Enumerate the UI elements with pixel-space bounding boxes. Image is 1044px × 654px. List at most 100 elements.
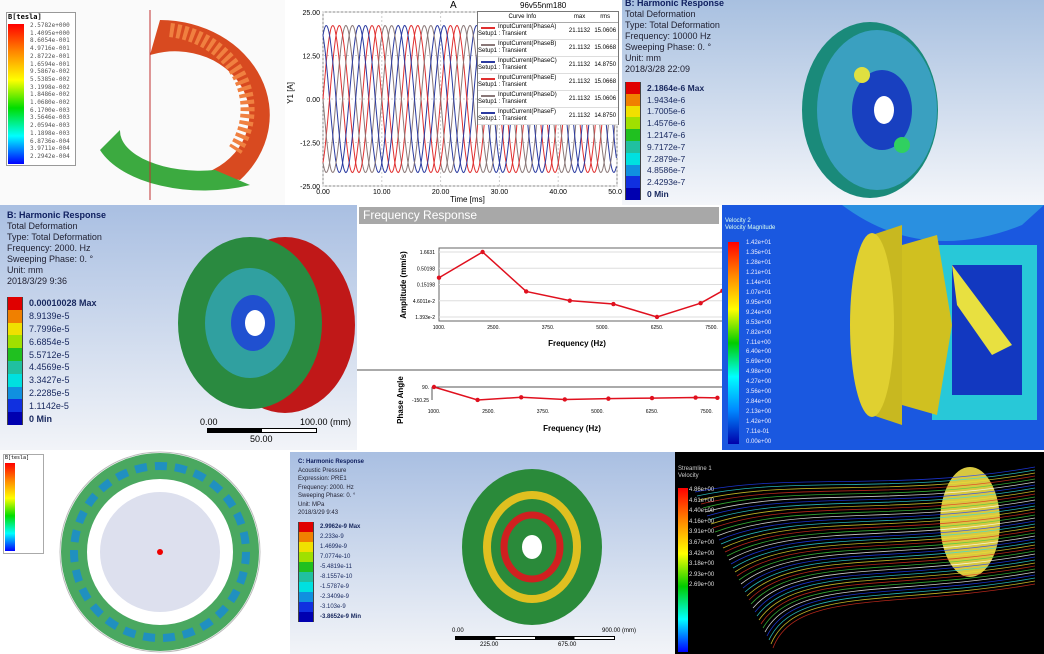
x-tick-label: 3750. [542, 325, 555, 331]
legend-title: B[tesla] [5, 455, 30, 461]
current-chart-panel: A 96v55nm180 Y1 [A] Time [ms] 25.00 12.50… [285, 0, 622, 205]
legend-value: 1.8486e-002 [30, 91, 70, 99]
legend-header-max: max [573, 14, 586, 20]
legend-swatch [298, 602, 314, 612]
x-axis-label: Time [ms] [450, 195, 485, 204]
legend-value: -3.8652e-9 Min [320, 614, 362, 620]
streamline [704, 481, 1036, 513]
x-tick-label: 50.00 [608, 189, 622, 196]
legend-line-swatch [481, 77, 495, 80]
legend-line-swatch [481, 111, 495, 114]
legend-name-cell: InputCurrent(PhaseB) Setup1 : Transient [478, 41, 567, 55]
legend-row: -8.1557e-10 [298, 572, 361, 582]
legend-value: 2.4293e-7 [647, 177, 686, 188]
x-tick-label: 3750. [537, 409, 550, 415]
legend-value: 1.07e+01 [746, 289, 772, 296]
curve-max: 21.1132 [568, 62, 591, 68]
frequency-response-plots: 1.6631 0.50198 0.15198 4.6011e-2 1.393e-2 100… [357, 247, 722, 433]
legend-value: 2.8722e-001 [30, 52, 70, 60]
scale-label-b: 675.00 [558, 642, 577, 648]
x-tick-label: 1000. [433, 325, 446, 331]
legend-swatch [298, 592, 314, 602]
analysis-info-line: Total Deformation [625, 9, 696, 19]
analysis-info-line: Unit: mm [625, 53, 661, 63]
legend-value: 2.93e+00 [689, 571, 715, 578]
amplitude-point [654, 314, 660, 320]
legend-value: 1.35e+01 [746, 249, 772, 256]
legend-entry: InputCurrent(PhaseE) Setup1 : Transient 21… [478, 74, 618, 91]
x-tick-label: 5000. [596, 325, 609, 331]
legend-value: 2.13e+00 [746, 409, 772, 416]
scale-right-label: 900.00 (mm) [602, 628, 637, 634]
streamline [748, 547, 1036, 601]
y-tick-label: 4.6011e-2 [413, 299, 435, 305]
legend-swatch [625, 188, 641, 200]
legend-value: 2.233e-9 [320, 534, 344, 540]
x-tick-label: 7500. [705, 325, 718, 331]
phase-point [431, 384, 437, 390]
legend-row: 0 Min [625, 188, 704, 200]
phase-point [715, 395, 720, 401]
analysis-info-line: Unit: mm [7, 265, 43, 275]
analysis-info-line: Acoustic Pressure [298, 467, 347, 474]
legend-row: 7.2879e-7 [625, 152, 704, 165]
legend-title: B[tesla] [8, 13, 42, 21]
legend-row: -5.4819e-11 [298, 562, 361, 572]
fan-model-render [842, 205, 1044, 425]
legend-line-swatch [481, 94, 495, 97]
legend-value: 2.2285e-5 [29, 387, 70, 398]
curve-max: 21.1132 [568, 45, 591, 51]
curve-name: InputCurrent(PhaseC) [498, 58, 557, 64]
y-tick-label: -150.25 [412, 398, 429, 404]
legend-swatch [7, 309, 23, 323]
streamline [736, 529, 1036, 577]
legend-swatch [298, 582, 314, 592]
legend-swatch [7, 399, 23, 413]
disc-model-render [462, 469, 602, 625]
legend-value: 3.1998e-002 [30, 83, 70, 91]
analysis-info-line: Frequency: 10000 Hz [625, 31, 712, 41]
legend-value: 4.40e+00 [689, 508, 715, 515]
y-tick-label: 25.00 [302, 10, 320, 17]
curve-name: InputCurrent(PhaseF) [498, 109, 557, 115]
scale-right-label: 100.00 (mm) [300, 417, 352, 427]
streamline [760, 565, 1036, 625]
legend-value: 7.2879e-7 [647, 153, 686, 164]
legend-row: 5.5712e-5 [7, 348, 97, 361]
legend-swatch [625, 93, 641, 106]
legend-swatch [7, 386, 23, 400]
legend-row: 1.7005e-6 [625, 105, 704, 118]
streamline [694, 466, 1036, 493]
legend-name-line: InputCurrent(PhaseC) [478, 58, 567, 65]
legend-header-name: Curve Info [508, 14, 537, 20]
analysis-info-line: Sweeping Phase: 0. ° [298, 493, 356, 499]
streamline [724, 511, 1036, 553]
x-axis-label: Frequency (Hz) [548, 339, 606, 348]
streamline [740, 535, 1036, 585]
y-axis-label: Amplitude (mm/s) [399, 251, 408, 319]
legend-swatch [625, 176, 641, 189]
legend-row: 2.9962e-9 Max [298, 522, 361, 532]
legend-row: 8.9139e-5 [7, 309, 97, 323]
legend-value: -3.103e-9 [320, 604, 346, 610]
legend-value: 3.42e+00 [689, 550, 715, 557]
legend-line-swatch [481, 26, 495, 29]
legend-value: 0 Min [647, 189, 669, 200]
legend-swatch [298, 532, 314, 542]
legend-value: 9.5867e-002 [30, 68, 70, 76]
streamline [712, 493, 1036, 529]
legend-value: 3.5646e-003 [30, 114, 70, 122]
legend-row: -3.8652e-9 Min [298, 612, 361, 622]
x-tick-label: 6250. [646, 409, 659, 415]
legend-value: 4.4569e-5 [29, 362, 70, 373]
legend-value: 1.0680e-002 [30, 99, 70, 107]
phase-point [606, 396, 611, 401]
curve-setup: Setup1 : Transient [478, 116, 527, 122]
legend-value: 7.0774e-10 [320, 554, 351, 560]
legend-value: 2.69e+00 [689, 582, 715, 589]
legend-value: 4.86e+00 [689, 487, 715, 493]
legend-swatch [625, 82, 641, 94]
streamline [754, 556, 1036, 613]
legend-row: 7.0774e-10 [298, 552, 361, 562]
streamline [714, 496, 1036, 533]
